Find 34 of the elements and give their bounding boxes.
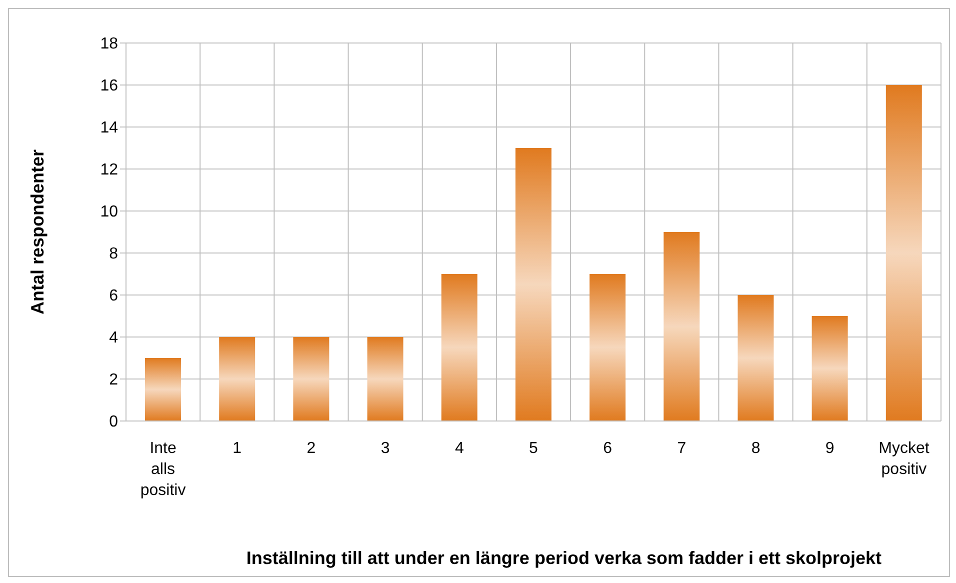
y-tick-label: 0 [109,414,118,431]
x-tick-label: 1 [232,440,242,457]
bar [590,274,626,421]
y-tick-label: 16 [100,78,118,95]
bar [812,316,848,421]
y-tick-label: 12 [100,162,118,179]
x-tick-label: 9 [825,440,834,457]
y-tick-label: 6 [109,288,118,305]
y-tick-label: 18 [100,36,118,53]
x-tick-label: 8 [751,440,760,457]
x-tick-label: 6 [603,440,612,457]
bar [664,232,700,421]
x-tick-label: 5 [529,440,538,457]
y-tick-label: 10 [100,204,118,221]
x-tick-label: 3 [380,440,390,457]
y-tick-label: 8 [109,246,118,263]
bar [515,148,552,421]
bar [738,295,774,421]
x-axis-title: Inställning till att under en längre period verka som fadder i ett skolprojekt [245,547,883,570]
bar [219,337,256,421]
y-tick-label: 14 [100,120,118,137]
y-axis-title: Antal respondenter [27,149,48,315]
y-tick-label: 4 [109,330,118,347]
bar [293,337,330,421]
bar [145,358,181,421]
y-tick-label: 2 [109,372,118,389]
x-tick-label: 2 [306,440,316,457]
bar [886,85,922,421]
bar [441,274,478,421]
x-tick-label: Mycket positiv [878,440,930,478]
x-tick-label: Inte alls positiv [140,440,186,499]
x-tick-label: 4 [454,440,464,457]
x-tick-label: 7 [677,440,686,457]
bar [367,337,404,421]
